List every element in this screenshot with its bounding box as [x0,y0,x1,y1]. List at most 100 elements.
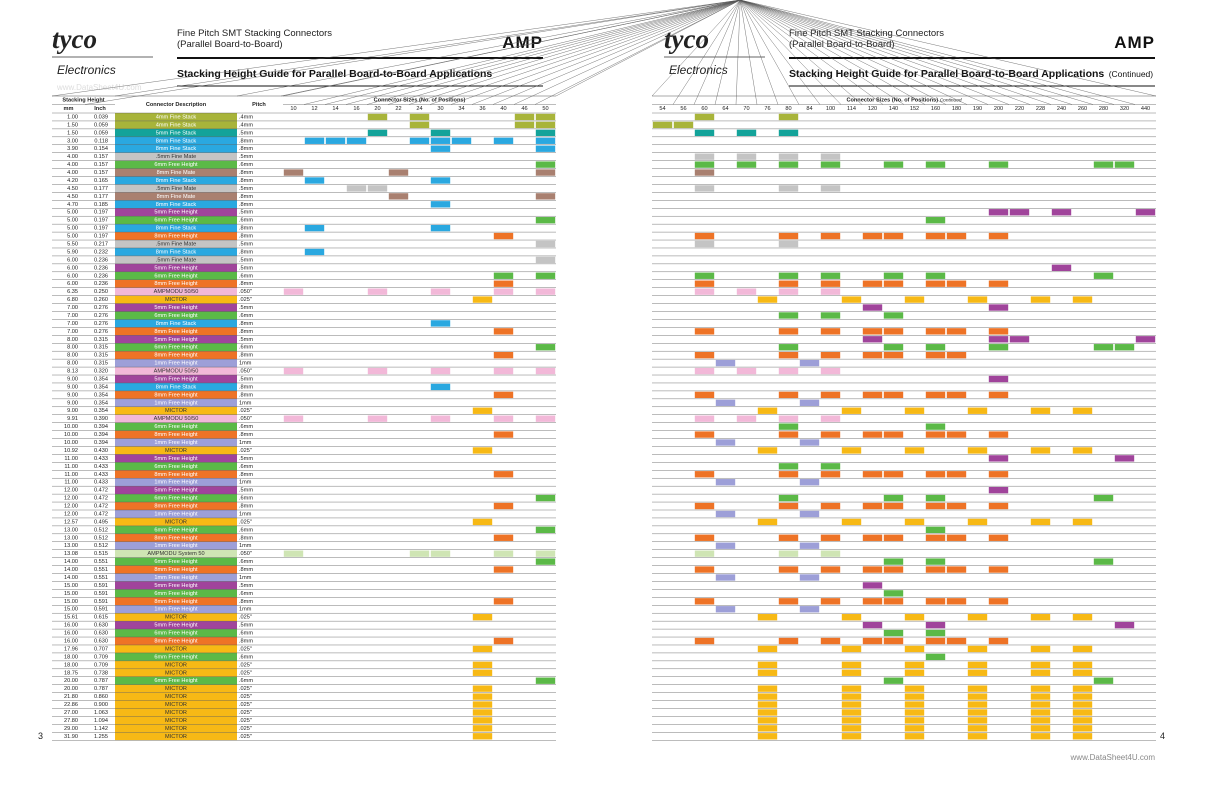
size-cell [694,502,715,510]
pitch: .4mm [239,122,253,128]
size-cell [862,598,883,605]
size-cell [988,391,1009,399]
height-mm: 4.50 [67,186,78,192]
description: 8mm Fine Stack [156,321,197,327]
pitch: .025" [239,646,252,652]
description: 1mm Free Height [154,543,198,549]
description: 8mm Fine Mate [157,170,196,176]
height-mm: 13.00 [64,543,78,549]
size-header: 200 [994,106,1003,112]
size-cell [778,598,799,605]
pitch: .050" [239,289,252,295]
pitch: 1mm [239,607,252,613]
pitch: .8mm [239,504,253,510]
size-cell [904,518,925,526]
size-cell [694,232,715,240]
description: 8mm Fine Stack [156,138,197,144]
height-mm: 13.00 [64,527,78,533]
size-cell [799,510,820,518]
description-cell [115,525,237,534]
height-inch: 0.320 [94,369,108,375]
size-cell [430,320,451,327]
height-inch: 0.394 [94,432,108,438]
size-header: 190 [973,106,982,112]
size-cell [472,447,493,454]
pitch: .8mm [239,599,253,605]
size-cell [883,391,904,399]
cell-border [740,0,758,105]
size-cell [778,471,799,478]
height-inch: 0.354 [94,376,108,382]
size-cell [1030,407,1051,414]
size-cell [1072,518,1093,526]
size-cell [472,518,493,526]
height-inch: 0.157 [94,170,108,176]
size-cell [694,550,715,557]
description-cell [115,637,237,645]
size-cell [925,391,946,399]
brand: AMP [502,33,543,52]
height-mm: 10.00 [64,432,78,438]
size-header: 30 [437,106,443,112]
description-cell [115,470,237,479]
size-cell [1135,209,1156,216]
height-inch: 0.591 [94,607,108,613]
size-cell [904,701,925,708]
size-cell [325,137,346,144]
size-cell [535,137,556,144]
height-mm: 13.08 [64,551,78,557]
pitch: .6mm [239,218,253,224]
size-cell [820,598,841,605]
size-cell [1072,669,1093,676]
description: 6mm Free Height [154,424,198,430]
description: 8mm Free Height [154,329,198,335]
size-cell [757,614,778,621]
size-cell [430,137,451,144]
product-sub: (Parallel Board-to-Board) [789,39,895,50]
size-header: 24 [416,106,422,112]
size-cell [820,153,841,160]
size-cell [304,137,325,144]
description-cell [115,414,237,423]
size-cell [1030,701,1051,708]
cell-border [492,0,741,105]
description-cell [115,375,237,383]
size-cell [925,621,946,629]
description: AMPMODU System 50 [147,551,204,557]
header-label: mm [64,106,74,112]
size-header: 80 [785,106,791,112]
height-mm: 4.00 [67,162,78,168]
size-cell [472,661,493,668]
size-cell [925,423,946,430]
description-cell [115,232,237,241]
size-cell [820,328,841,335]
size-cell [757,701,778,708]
pitch: .050" [239,551,252,557]
size-cell [778,415,799,422]
description-cell [115,605,237,614]
description-cell [115,152,237,161]
cell-border [450,0,741,105]
size-cell [904,645,925,653]
size-cell [820,391,841,399]
description: MICTOR [165,710,187,716]
size-cell [694,288,715,295]
size-cell [1093,558,1114,565]
size-cell [925,629,946,637]
size-cell [883,161,904,168]
height-inch: 0.472 [94,504,108,510]
height-mm: 20.00 [64,686,78,692]
size-cell [967,614,988,621]
size-cell [778,494,799,502]
height-mm: 10.92 [64,448,78,454]
size-header: 20 [374,106,380,112]
height-inch: 0.197 [94,218,108,224]
cell-border [740,0,926,105]
size-cell [925,526,946,534]
size-cell [820,471,841,478]
size-cell [409,137,430,144]
description-cell [115,160,237,169]
pitch: .025" [239,448,252,454]
cell-border [366,0,741,105]
size-cell [694,280,715,287]
